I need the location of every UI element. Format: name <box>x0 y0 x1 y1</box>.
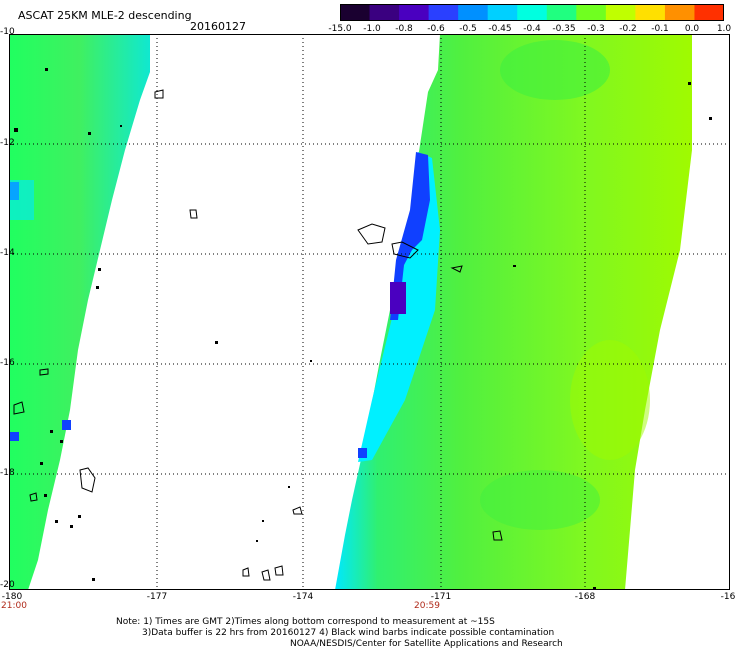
product-date: 20160127 <box>190 20 246 33</box>
colorbar-swatch <box>428 4 459 21</box>
colorbar-swatch <box>605 4 636 21</box>
colorbar-swatch <box>635 4 666 21</box>
lon-label: -168 <box>574 592 596 602</box>
swath-main-lime-patch <box>570 340 650 460</box>
colorbar-swatch <box>576 4 607 21</box>
lon-label: -177 <box>146 592 168 602</box>
island-dots <box>14 68 712 590</box>
lat-label: -12 <box>0 138 15 148</box>
swath-main-green-patch <box>500 40 610 100</box>
colorbar-tick-label: -0.35 <box>552 24 576 34</box>
footnote-credit: NOAA/NESDIS/Center for Satellite Applica… <box>290 639 563 649</box>
swath-left-blue-cell <box>62 420 71 430</box>
colorbar-swatch <box>664 4 695 21</box>
lat-label: -16 <box>0 358 15 368</box>
island-outlines <box>13 89 503 581</box>
swath-left <box>9 34 150 590</box>
lon-label: -180 <box>1 592 23 602</box>
swath-left-cyan-band <box>9 180 34 220</box>
lon-label: -171 <box>430 592 452 602</box>
colorbar-swatch <box>340 4 371 21</box>
colorbar-swatch <box>399 4 430 21</box>
footnote-line-2: 3)Data buffer is 22 hrs from 20160127 4)… <box>142 628 555 638</box>
swath-main-blue-edge <box>390 152 430 320</box>
colorbar-swatch <box>694 4 724 21</box>
colorbar-tick-label: -0.3 <box>587 24 605 34</box>
colorbar-swatch <box>458 4 489 21</box>
lat-label: -14 <box>0 248 15 258</box>
footnote-line-1: Note: 1) Times are GMT 2)Times along bot… <box>116 617 495 627</box>
time-label-left: 21:00 <box>1 601 27 611</box>
lon-label: -16 <box>720 592 736 602</box>
colorbar-tick-label: 0.0 <box>684 24 700 34</box>
colorbar-tick-label: -0.2 <box>619 24 637 34</box>
lat-label: -18 <box>0 468 15 478</box>
colorbar-tick-label: -0.8 <box>395 24 413 34</box>
colorbar-tick-label: -0.45 <box>488 24 512 34</box>
colorbar-tick-label: -15.0 <box>328 24 352 34</box>
colorbar-tick-label: -0.5 <box>459 24 477 34</box>
lat-lon-grid <box>9 34 730 590</box>
colorbar-tick-label: -1.0 <box>363 24 381 34</box>
colorbar-swatch <box>546 4 577 21</box>
swath-main-purple-cell <box>390 282 406 314</box>
swath-left-blue-cell <box>10 432 19 441</box>
swath-main-blue-cell <box>358 448 367 458</box>
colorbar <box>340 4 724 21</box>
swath-main-green-patch <box>480 470 600 530</box>
colorbar-tick-label: 1.0 <box>716 24 732 34</box>
colorbar-swatch <box>487 4 518 21</box>
colorbar-swatch <box>369 4 400 21</box>
time-label-right: 20:59 <box>414 601 440 611</box>
colorbar-tick-label: -0.1 <box>651 24 669 34</box>
colorbar-tick-label: -0.6 <box>427 24 445 34</box>
product-title: ASCAT 25KM MLE-2 descending <box>18 9 192 22</box>
colorbar-tick-label: -0.4 <box>523 24 541 34</box>
lon-label: -174 <box>292 592 314 602</box>
lat-label: -10 <box>0 27 15 37</box>
colorbar-swatch <box>517 4 548 21</box>
map-frame <box>9 34 730 590</box>
lat-label: -20 <box>0 580 15 590</box>
